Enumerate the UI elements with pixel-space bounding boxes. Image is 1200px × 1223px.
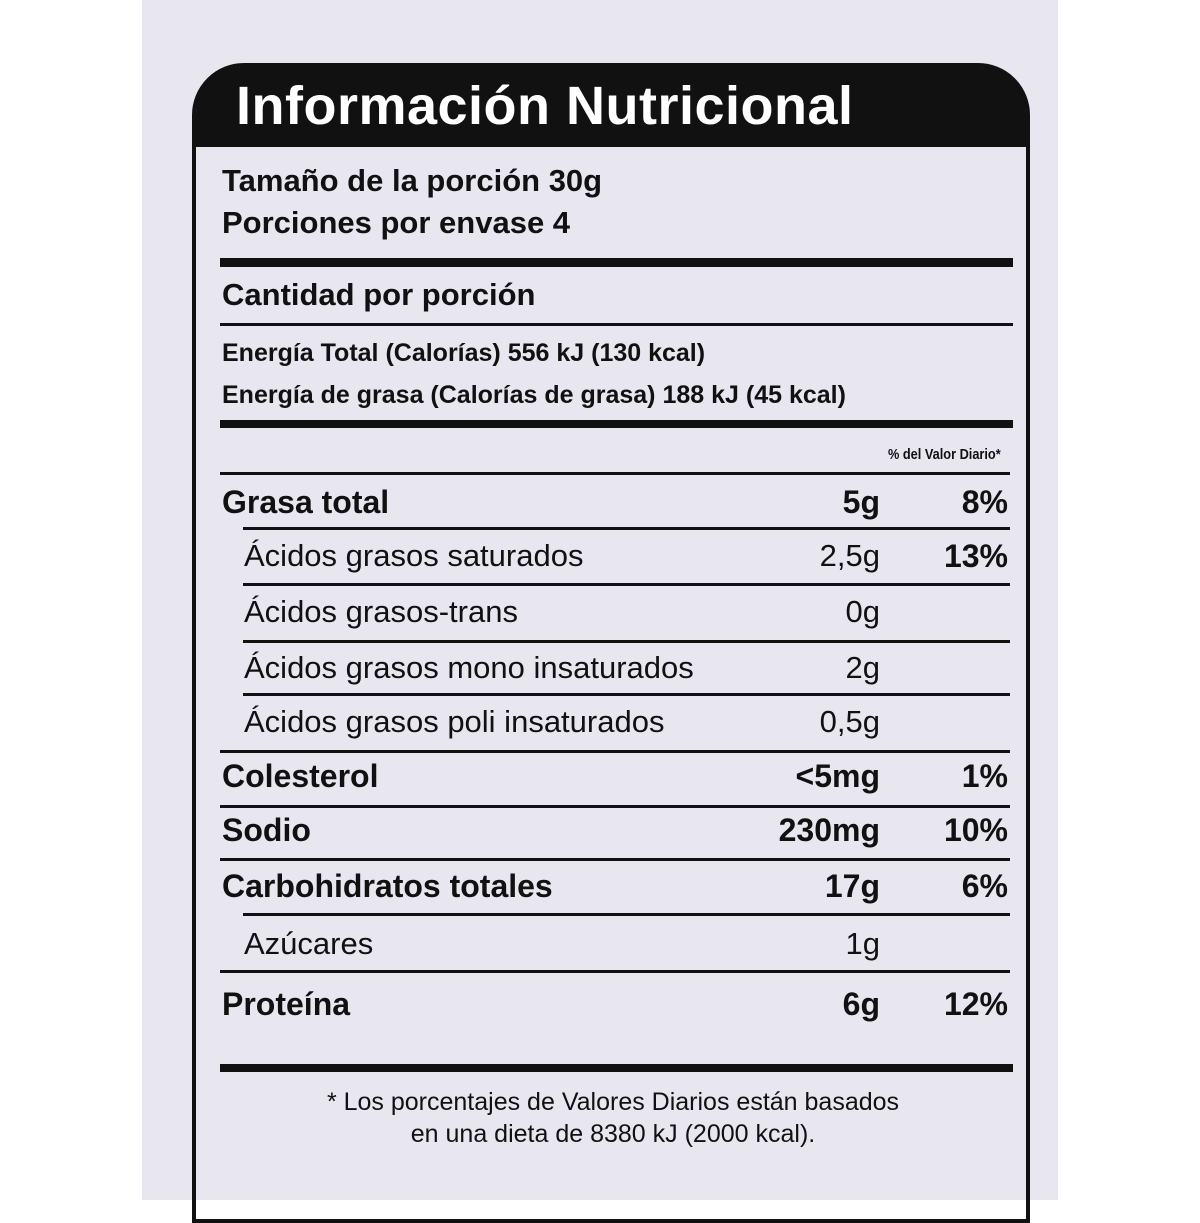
energy-total: Energía Total (Calorías) 556 kJ (130 kca…	[222, 339, 706, 367]
nutrient-name: Colesterol	[222, 758, 379, 794]
divider-thick	[220, 420, 1013, 428]
nutrient-name: Ácidos grasos poli insaturados	[244, 704, 665, 739]
nutrition-label: Información Nutricional	[192, 63, 1030, 1223]
label-title: Información Nutricional	[236, 76, 854, 136]
footnote-line-1: * Los porcentajes de Valores Diarios est…	[326, 1088, 900, 1116]
divider	[220, 970, 1010, 973]
divider	[243, 640, 1010, 643]
nutrient-daily-value: 13%	[943, 538, 1008, 574]
nutrient-amount: 1g	[845, 926, 880, 961]
nutrient-amount: 6g	[842, 986, 880, 1022]
nutrient-name: Proteína	[222, 986, 351, 1022]
nutrient-amount: 17g	[824, 868, 880, 904]
nutrient-name: Ácidos grasos mono insaturados	[244, 650, 694, 685]
amount-per-serving: Cantidad por porción	[222, 277, 536, 312]
nutrient-amount: 2g	[845, 650, 880, 685]
nutrient-name: Carbohidratos totales	[222, 868, 553, 904]
serving-size: Tamaño de la porción 30g	[222, 163, 603, 198]
nutrient-amount: 2,5g	[819, 538, 880, 573]
nutrient-name: Ácidos grasos saturados	[244, 538, 584, 573]
divider-thick	[220, 258, 1013, 267]
nutrient-daily-value: 10%	[943, 812, 1008, 848]
nutrient-amount: 5g	[842, 484, 880, 520]
nutrient-name: Sodio	[222, 812, 311, 848]
divider	[220, 805, 1010, 808]
nutrient-daily-value: 6%	[961, 868, 1008, 904]
nutrient-daily-value: 12%	[943, 986, 1008, 1022]
divider	[243, 527, 1010, 530]
servings-per-container: Porciones por envase 4	[222, 205, 571, 240]
nutrient-amount: 0,5g	[819, 704, 880, 739]
daily-value-header: % del Valor Diario*	[888, 446, 1001, 463]
label-background	[142, 0, 1058, 1200]
divider-thick	[220, 1064, 1013, 1072]
nutrient-name: Azúcares	[244, 926, 374, 961]
divider	[243, 913, 1010, 916]
divider	[220, 323, 1013, 326]
nutrient-amount: 230mg	[778, 812, 880, 848]
nutrient-name: Grasa total	[222, 484, 390, 520]
energy-fat: Energía de grasa (Calorías de grasa) 188…	[222, 381, 846, 409]
divider	[220, 750, 1010, 753]
divider	[220, 858, 1010, 861]
nutrient-amount: <5mg	[795, 758, 880, 794]
nutrient-name: Ácidos grasos-trans	[244, 594, 518, 629]
divider	[243, 693, 1010, 696]
nutrient-daily-value: 8%	[961, 484, 1008, 520]
footnote-line-2: en una dieta de 8380 kJ (2000 kcal).	[410, 1120, 816, 1148]
divider	[220, 472, 1010, 475]
label-header: Información Nutricional	[196, 67, 1026, 147]
divider	[243, 583, 1010, 586]
nutrient-daily-value: 1%	[961, 758, 1008, 794]
nutrient-amount: 0g	[845, 594, 880, 629]
